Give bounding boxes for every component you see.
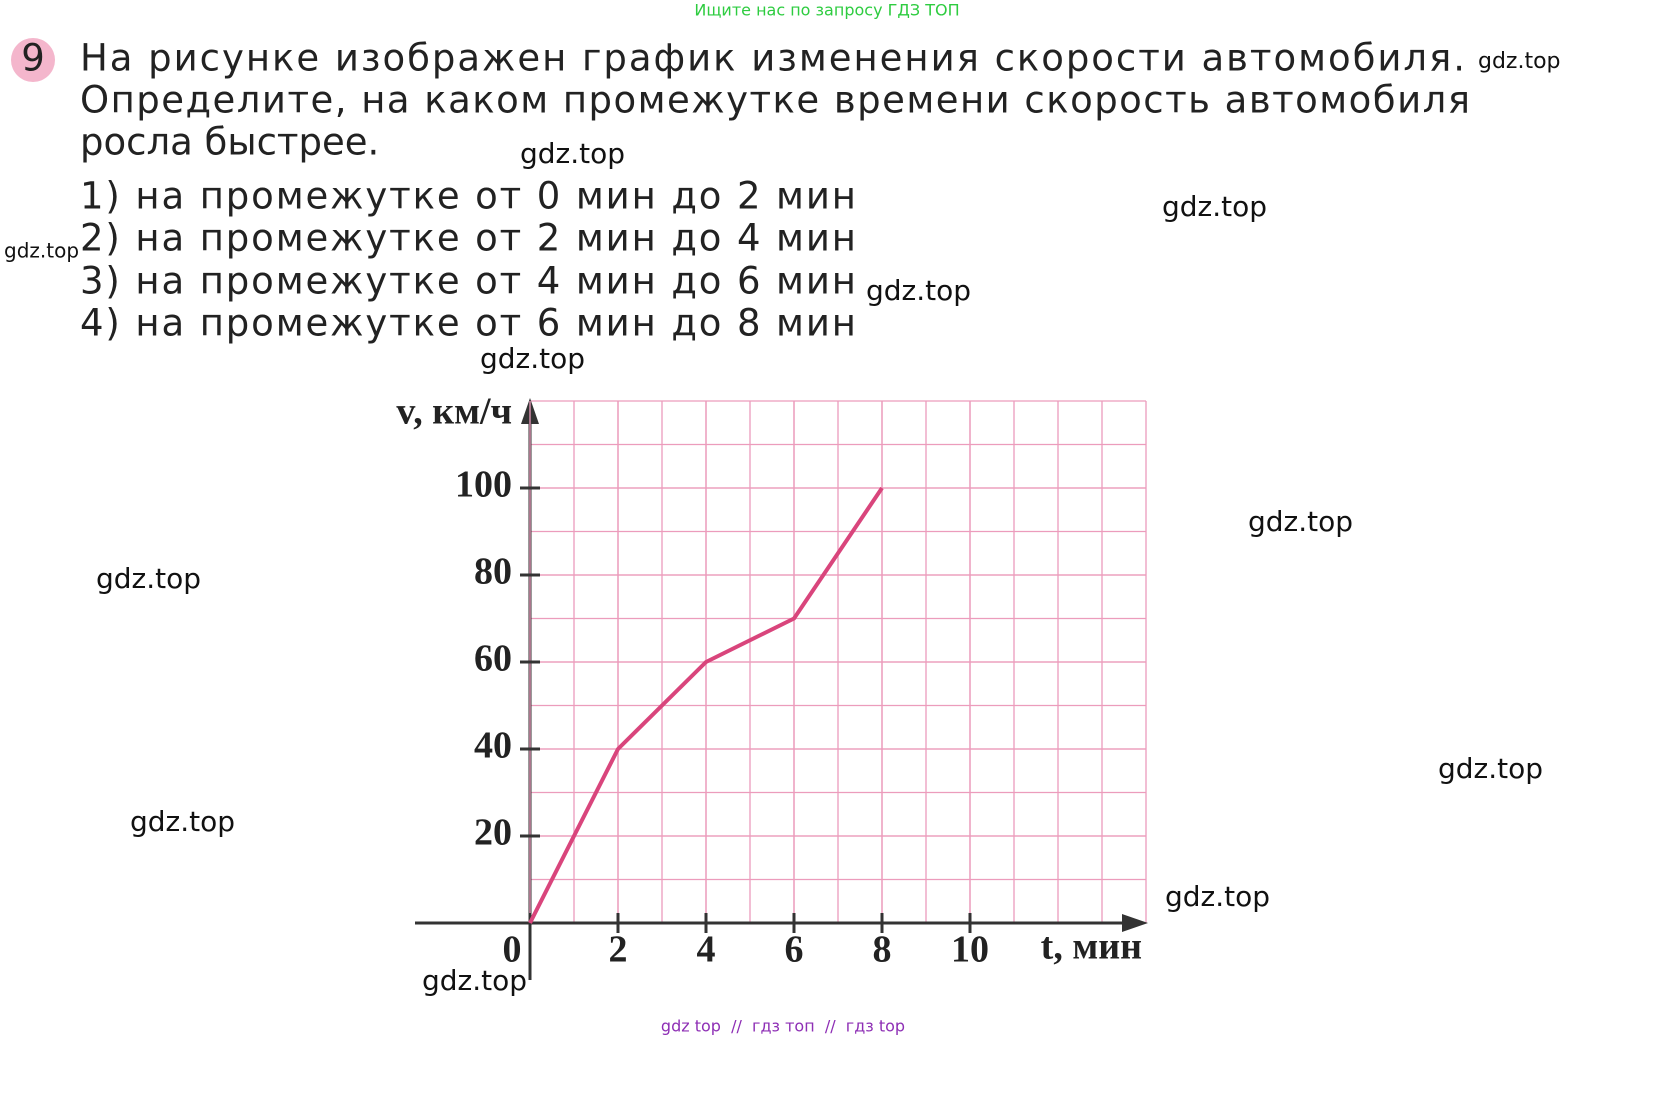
x-tick-label: 2 [609, 929, 628, 971]
x-axis-label: t, мин [1041, 926, 1142, 968]
banner: Ищите нас по запросу ГДЗ ТОП [694, 1, 959, 20]
problem-line: Определите, на каком промежутке времени … [80, 79, 1470, 122]
problem-line: На рисунке изображен график изменения ск… [80, 37, 1465, 80]
y-tick-label: 80 [474, 551, 512, 593]
x-tick-label: 0 [503, 929, 522, 971]
watermark: gdz.top [480, 342, 585, 375]
y-tick-label: 60 [474, 638, 512, 680]
speed-line [528, 486, 884, 924]
x-tick-label: 4 [697, 929, 716, 971]
watermark: gdz.top [1438, 752, 1543, 785]
watermark: gdz.top [96, 562, 201, 595]
y-tick-label: 40 [474, 725, 512, 767]
watermark: gdz.top [866, 274, 971, 307]
y-axis-label: v, км/ч [396, 391, 512, 433]
watermark: gdz.top [1248, 505, 1353, 538]
problem-number: 9 [21, 37, 45, 80]
x-tick-label: 6 [785, 929, 804, 971]
watermark: gdz.top [130, 805, 235, 838]
option: 2) на промежутке от 2 мин до 4 мин [80, 217, 856, 260]
problem-line: росла быстрее. [80, 121, 379, 164]
watermark: gdz.top [4, 239, 79, 263]
x-tick-label: 8 [873, 929, 892, 971]
number-badge [11, 38, 55, 82]
x-tick-label: 10 [951, 929, 989, 971]
y-tick-label: 20 [474, 812, 512, 854]
watermark: gdz.top [1478, 49, 1561, 74]
watermark: gdz.top [1162, 190, 1267, 223]
option: 4) на промежутке от 6 мин до 8 мин [80, 302, 856, 345]
watermark: gdz.top [422, 964, 527, 997]
y-tick-label: 100 [455, 464, 512, 506]
option: 3) на промежутке от 4 мин до 6 мин [80, 260, 856, 303]
x-axis-arrow [1122, 914, 1148, 932]
footer: gdz top // гдз топ // гдз top [661, 1017, 905, 1036]
watermark: gdz.top [1165, 880, 1270, 913]
option: 1) на промежутке от 0 мин до 2 мин [80, 175, 856, 218]
watermark: gdz.top [520, 137, 625, 170]
